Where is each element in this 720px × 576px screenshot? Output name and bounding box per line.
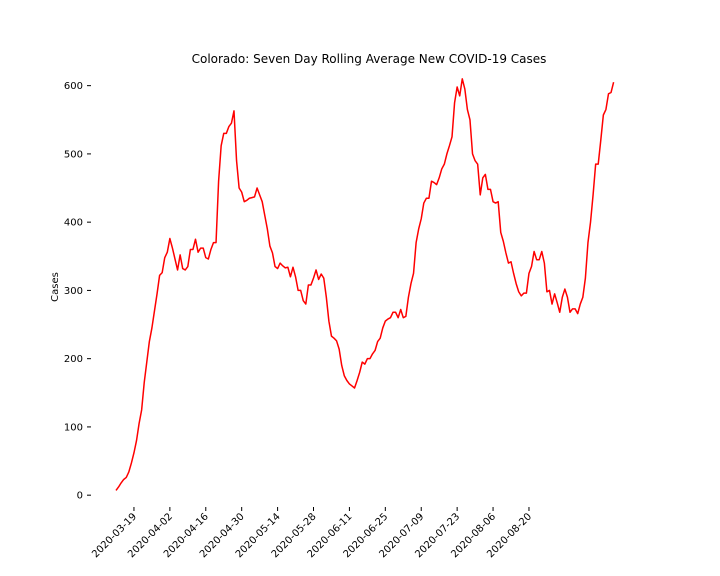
y-tick-label: 200 — [64, 354, 83, 365]
y-axis: 0 100 200 300 400 500 600 — [64, 81, 91, 502]
series-line — [115, 78, 615, 491]
y-tick-label: 0 — [77, 491, 83, 502]
series-layer — [115, 78, 615, 491]
x-axis: 2020-03-192020-04-022020-04-162020-04-30… — [90, 507, 534, 560]
y-tick-label: 500 — [64, 149, 83, 160]
y-tick-label: 100 — [64, 422, 83, 433]
chart-title: Colorado: Seven Day Rolling Average New … — [192, 52, 547, 66]
y-tick-label: 400 — [64, 218, 83, 229]
y-axis-label: Cases — [50, 272, 61, 302]
y-tick-label: 600 — [64, 81, 83, 92]
y-tick-label: 300 — [64, 286, 83, 297]
